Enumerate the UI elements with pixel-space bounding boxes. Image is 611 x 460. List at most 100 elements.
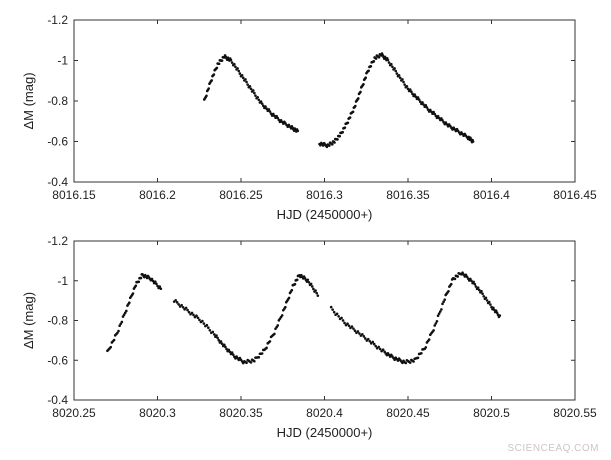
data-point bbox=[426, 108, 430, 111]
data-point bbox=[471, 140, 475, 143]
data-point bbox=[240, 73, 244, 77]
data-point bbox=[329, 305, 333, 309]
data-point bbox=[195, 314, 198, 318]
data-point bbox=[374, 57, 378, 60]
data-point bbox=[217, 338, 221, 342]
data-point bbox=[405, 84, 409, 88]
chart-bottom: 8020.25 8020.3 8020.35 8020.4 8020.45 8020.5 8… bbox=[21, 234, 597, 440]
data-point bbox=[131, 292, 135, 295]
data-point bbox=[462, 273, 465, 276]
data-point bbox=[174, 298, 177, 302]
data-point bbox=[280, 314, 284, 317]
data-point bbox=[430, 110, 433, 114]
data-point bbox=[432, 329, 435, 332]
data-point bbox=[433, 112, 437, 116]
data-point bbox=[425, 106, 429, 109]
data-point bbox=[437, 116, 441, 120]
data-point bbox=[498, 314, 502, 317]
data-point bbox=[219, 340, 223, 343]
x-tick-label: 8020.4 bbox=[306, 406, 343, 420]
data-point bbox=[417, 98, 421, 101]
data-point bbox=[470, 279, 473, 283]
data-point bbox=[158, 285, 162, 288]
data-point bbox=[180, 303, 183, 307]
data-point bbox=[440, 117, 443, 120]
chart-top: 8016.15 8016.2 8016.25 8016.3 8016.35 8016.4 8… bbox=[21, 13, 597, 222]
data-point bbox=[492, 306, 495, 310]
data-point bbox=[386, 58, 390, 62]
data-point bbox=[368, 339, 372, 343]
data-point bbox=[393, 67, 396, 70]
data-point bbox=[364, 76, 367, 80]
data-point bbox=[309, 282, 313, 286]
data-point bbox=[438, 310, 442, 313]
data-point bbox=[402, 80, 405, 84]
data-point bbox=[290, 288, 294, 292]
data-point bbox=[253, 91, 256, 95]
x-tick-label: 8016.15 bbox=[52, 188, 96, 202]
data-point bbox=[461, 271, 464, 274]
data-point bbox=[465, 275, 469, 279]
data-point bbox=[434, 322, 438, 325]
data-point bbox=[356, 330, 360, 333]
data-point bbox=[227, 348, 231, 352]
x-tick-label: 8020.25 bbox=[52, 406, 96, 420]
data-point bbox=[120, 320, 124, 324]
data-point bbox=[196, 316, 200, 320]
data-point bbox=[273, 332, 276, 336]
data-point bbox=[271, 112, 275, 116]
data-point bbox=[256, 95, 260, 99]
data-point bbox=[116, 331, 119, 335]
data-point bbox=[476, 286, 480, 290]
data-point bbox=[254, 94, 257, 97]
data-point bbox=[495, 311, 499, 315]
data-point bbox=[418, 100, 422, 104]
data-point bbox=[259, 100, 263, 103]
data-point bbox=[391, 65, 394, 69]
data-point bbox=[187, 310, 191, 314]
y-tick-label: -0.4 bbox=[47, 175, 68, 189]
data-point bbox=[284, 305, 287, 309]
data-point bbox=[480, 289, 483, 293]
data-point bbox=[354, 104, 357, 108]
plot-frame bbox=[73, 19, 576, 183]
data-point bbox=[356, 97, 360, 100]
x-tick-label: 8016.4 bbox=[473, 188, 510, 202]
data-point bbox=[350, 325, 354, 328]
data-point bbox=[331, 308, 334, 311]
data-point bbox=[268, 340, 272, 343]
data-point bbox=[251, 89, 255, 92]
data-point bbox=[269, 112, 273, 115]
data-point bbox=[414, 95, 418, 99]
data-point bbox=[362, 82, 365, 86]
data-point bbox=[117, 329, 120, 333]
data-point bbox=[404, 361, 408, 365]
data-point bbox=[231, 353, 235, 356]
data-point bbox=[393, 358, 396, 362]
data-point bbox=[210, 79, 213, 82]
y-axis-label: ΔM (mag) bbox=[21, 72, 36, 129]
data-point bbox=[406, 87, 410, 91]
data-point bbox=[466, 277, 470, 280]
y-axis-label: ΔM (mag) bbox=[21, 292, 36, 349]
data-point bbox=[139, 276, 143, 280]
data-point bbox=[351, 110, 355, 114]
data-point bbox=[408, 361, 412, 364]
data-point bbox=[295, 278, 299, 282]
data-point bbox=[175, 301, 179, 304]
data-point bbox=[364, 337, 367, 340]
data-point bbox=[369, 64, 373, 68]
data-point bbox=[260, 352, 264, 355]
data-point bbox=[177, 303, 180, 306]
y-tick-label: -0.6 bbox=[47, 353, 68, 367]
data-point bbox=[408, 88, 412, 91]
data-point bbox=[233, 62, 236, 66]
data-point bbox=[257, 356, 261, 359]
data-point bbox=[372, 342, 376, 346]
data-point bbox=[441, 302, 444, 306]
y-tick-label: -1.2 bbox=[47, 234, 68, 248]
data-point bbox=[330, 143, 334, 146]
data-point bbox=[487, 300, 491, 304]
data-point bbox=[198, 318, 201, 322]
x-axis-label: HJD (2450000+) bbox=[277, 207, 373, 222]
